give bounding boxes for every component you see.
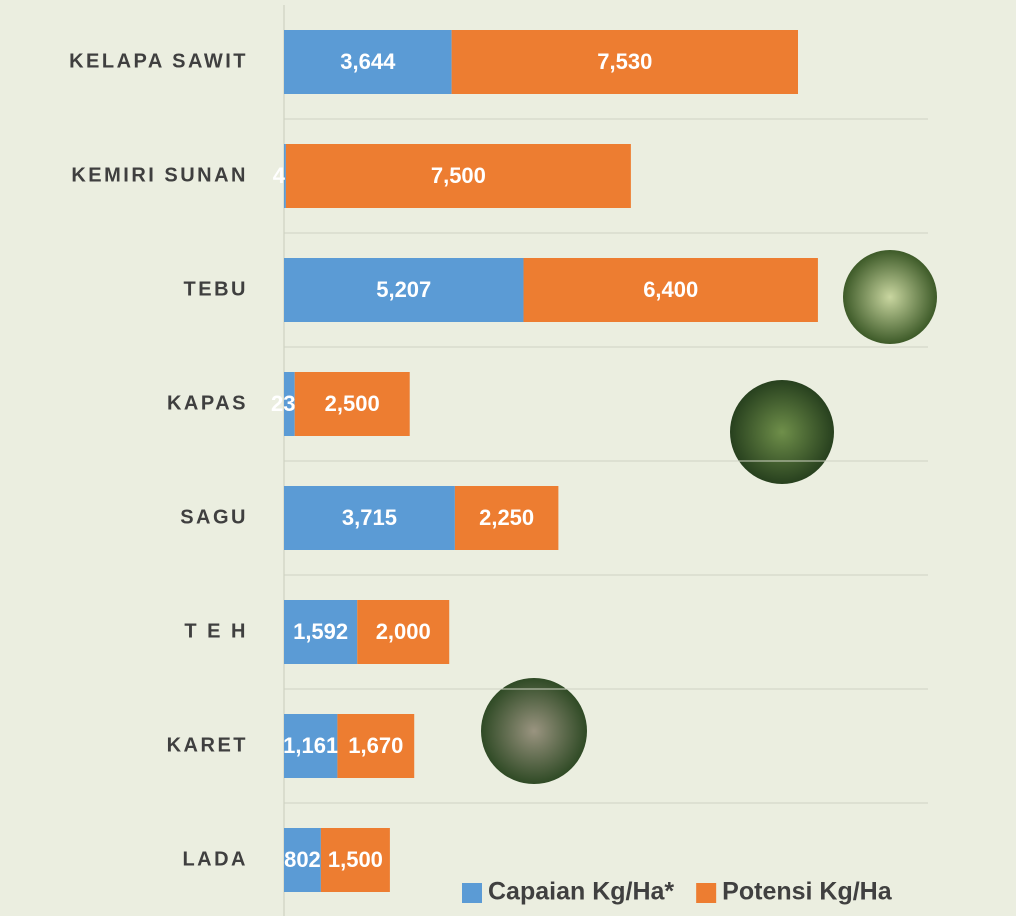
category-label: T E H	[184, 620, 248, 642]
bar-segment	[284, 372, 295, 436]
photo	[843, 250, 937, 344]
value-label: 3,715	[342, 505, 397, 530]
value-label: 5,207	[376, 277, 431, 302]
value-label: 802	[284, 847, 321, 872]
bar-segment	[284, 828, 321, 892]
category-label: LADA	[182, 848, 248, 870]
photo	[730, 380, 834, 484]
photo	[481, 678, 587, 784]
bar-segment	[284, 600, 358, 664]
category-label: KEMIRI SUNAN	[71, 164, 248, 186]
value-label: 1,500	[328, 847, 383, 872]
bar-segment	[284, 144, 286, 208]
legend-label: Potensi Kg/Ha	[722, 878, 893, 906]
legend-label: Capaian Kg/Ha*	[488, 878, 674, 906]
bar-segment	[284, 258, 524, 322]
value-label: 6,400	[643, 277, 698, 302]
bar-segment	[357, 600, 450, 664]
bar-segment	[320, 828, 390, 892]
category-label: KARET	[167, 734, 248, 756]
value-label: 2,000	[376, 619, 431, 644]
category-label: TEBU	[184, 278, 248, 300]
bar-segment	[451, 30, 799, 94]
category-label: KAPAS	[167, 392, 248, 414]
value-label: 1,161	[283, 733, 338, 758]
bar-segment	[284, 486, 455, 550]
value-label: 2,250	[479, 505, 534, 530]
legend-swatch	[696, 883, 717, 903]
bar-segment	[454, 486, 559, 550]
category-label: KELAPA SAWIT	[69, 50, 248, 72]
value-label: 7,530	[597, 49, 652, 74]
legend-swatch	[462, 883, 482, 903]
bar-segment	[284, 30, 452, 94]
bar-segment	[284, 714, 338, 778]
bar-segment	[294, 372, 410, 436]
bar-segment	[285, 144, 631, 208]
value-label: 2,500	[325, 391, 380, 416]
value-label: 3,644	[340, 49, 396, 74]
bar-segment	[523, 258, 818, 322]
value-label: 7,500	[431, 163, 486, 188]
category-label: SAGU	[180, 506, 248, 528]
bar-segment	[337, 714, 415, 778]
value-label: 1,670	[348, 733, 403, 758]
value-label: 1,592	[293, 619, 348, 644]
